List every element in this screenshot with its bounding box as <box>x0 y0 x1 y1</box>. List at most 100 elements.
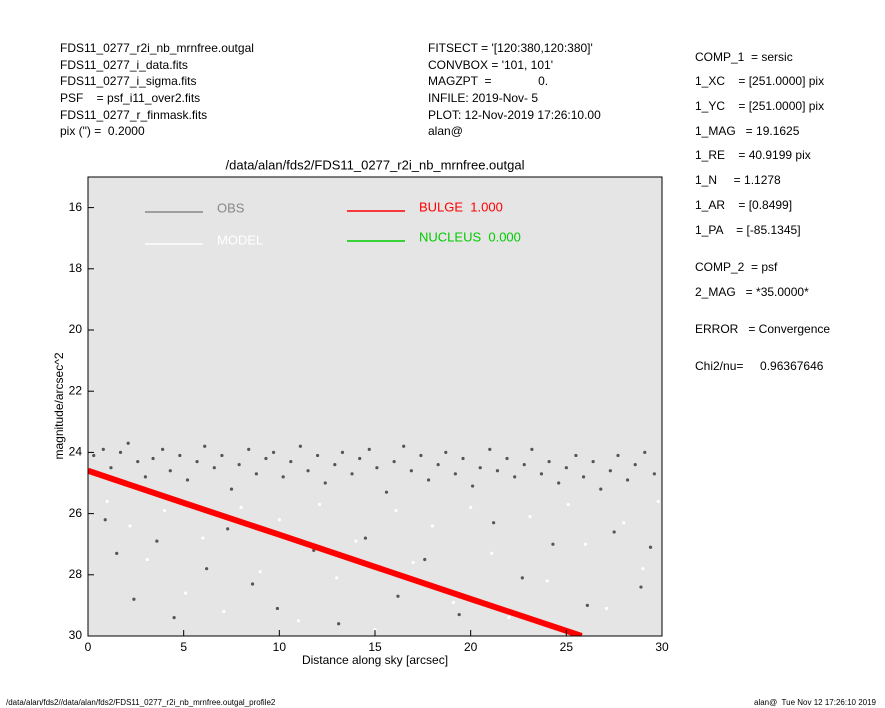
header-middle-line: MAGZPT = 0. <box>428 74 548 88</box>
y-tick-label: 30 <box>69 628 83 642</box>
data-point <box>551 542 555 546</box>
data-point <box>239 505 243 510</box>
header-middle-line: INFILE: 2019-Nov- 5 <box>428 91 538 105</box>
data-point <box>335 576 339 580</box>
data-point <box>205 567 209 571</box>
data-point <box>604 606 609 611</box>
header-middle-line: FITSECT = '[120:380,120:380]' <box>428 41 593 55</box>
data-point <box>520 576 524 580</box>
fit-parameter: 1_RE = 40.9199 pix <box>695 148 811 162</box>
header-left-line: FDS11_0277_i_sigma.fits <box>60 74 197 88</box>
x-tick-label: 5 <box>180 640 187 654</box>
data-point <box>126 441 130 445</box>
y-axis-label: magnitude/arcsec^2 <box>52 352 66 459</box>
data-point <box>226 527 230 531</box>
data-point <box>222 609 226 614</box>
header-left-line: FDS11_0277_i_data.fits <box>60 58 188 72</box>
data-point <box>296 619 301 623</box>
data-point <box>507 616 511 620</box>
data-point <box>132 597 136 601</box>
data-point <box>394 508 398 513</box>
data-point <box>522 463 526 467</box>
header-left-line: FDS11_0277_r_finmask.fits <box>60 108 207 122</box>
data-point <box>101 447 105 451</box>
data-point <box>350 472 354 476</box>
data-point <box>643 450 647 454</box>
y-tick-label: 22 <box>69 383 83 397</box>
data-point <box>178 453 182 458</box>
data-point <box>128 524 132 528</box>
data-point <box>354 539 358 543</box>
data-point <box>411 560 415 565</box>
data-point <box>444 450 448 454</box>
data-point <box>143 475 147 479</box>
legend-label: NUCLEUS 0.000 <box>419 229 521 244</box>
data-point <box>495 469 500 473</box>
data-point <box>612 530 616 534</box>
x-axis-label: Distance along sky [arcsec] <box>302 653 448 667</box>
data-point <box>316 453 320 458</box>
header-left-line: pix (") = 0.2000 <box>60 124 145 138</box>
data-point <box>136 459 140 464</box>
fit-parameter: 1_PA = [-85.1345] <box>695 223 801 237</box>
data-point <box>488 447 492 451</box>
data-point <box>271 450 276 454</box>
data-point <box>367 447 371 451</box>
data-point <box>625 478 630 482</box>
data-point <box>258 570 262 574</box>
data-point <box>373 628 377 632</box>
data-point <box>229 487 234 491</box>
y-tick-label: 20 <box>69 322 83 336</box>
data-point <box>298 444 302 448</box>
data-point <box>333 463 337 467</box>
data-point <box>622 521 626 525</box>
data-point <box>469 505 473 510</box>
data-point <box>639 585 643 589</box>
data-point <box>118 450 123 454</box>
data-point <box>109 466 113 470</box>
data-point <box>436 463 440 467</box>
data-point <box>396 594 400 598</box>
data-point <box>212 466 216 470</box>
data-point <box>183 591 188 595</box>
data-point <box>306 469 310 473</box>
data-point <box>641 567 645 571</box>
data-point <box>337 622 341 626</box>
data-point <box>461 456 465 461</box>
data-point <box>161 447 165 451</box>
data-point <box>505 456 509 461</box>
data-point <box>289 459 293 464</box>
data-point <box>115 551 119 555</box>
data-point <box>616 453 620 458</box>
data-point <box>451 600 456 604</box>
legend-label: OBS <box>217 200 245 215</box>
data-point <box>392 459 396 464</box>
header-left-line: PSF = psf_i11_over2.fits <box>60 91 200 105</box>
data-point <box>277 518 281 522</box>
data-point <box>583 542 588 546</box>
data-point <box>203 444 207 448</box>
y-tick-label: 26 <box>69 506 83 520</box>
fit-parameter: ERROR = Convergence <box>695 322 830 336</box>
data-point <box>201 536 205 540</box>
data-point <box>423 557 427 562</box>
fit-parameter: Chi2/nu= 0.96367646 <box>695 359 824 373</box>
data-point <box>281 475 285 479</box>
data-point <box>172 616 176 620</box>
chart-title: /data/alan/fds2/FDS11_0277_r2i_nb_mrnfre… <box>226 157 525 172</box>
data-point <box>564 466 568 470</box>
data-point <box>648 545 653 549</box>
data-point <box>103 518 107 522</box>
data-point <box>358 456 362 461</box>
data-point <box>430 524 434 528</box>
x-tick-label: 30 <box>655 640 669 654</box>
data-point <box>453 472 457 476</box>
data-point <box>539 472 544 476</box>
data-point <box>340 450 345 454</box>
data-point <box>105 499 109 503</box>
y-tick-label: 18 <box>69 261 83 275</box>
data-point <box>363 536 368 540</box>
data-point <box>557 481 561 485</box>
data-point <box>545 579 549 583</box>
